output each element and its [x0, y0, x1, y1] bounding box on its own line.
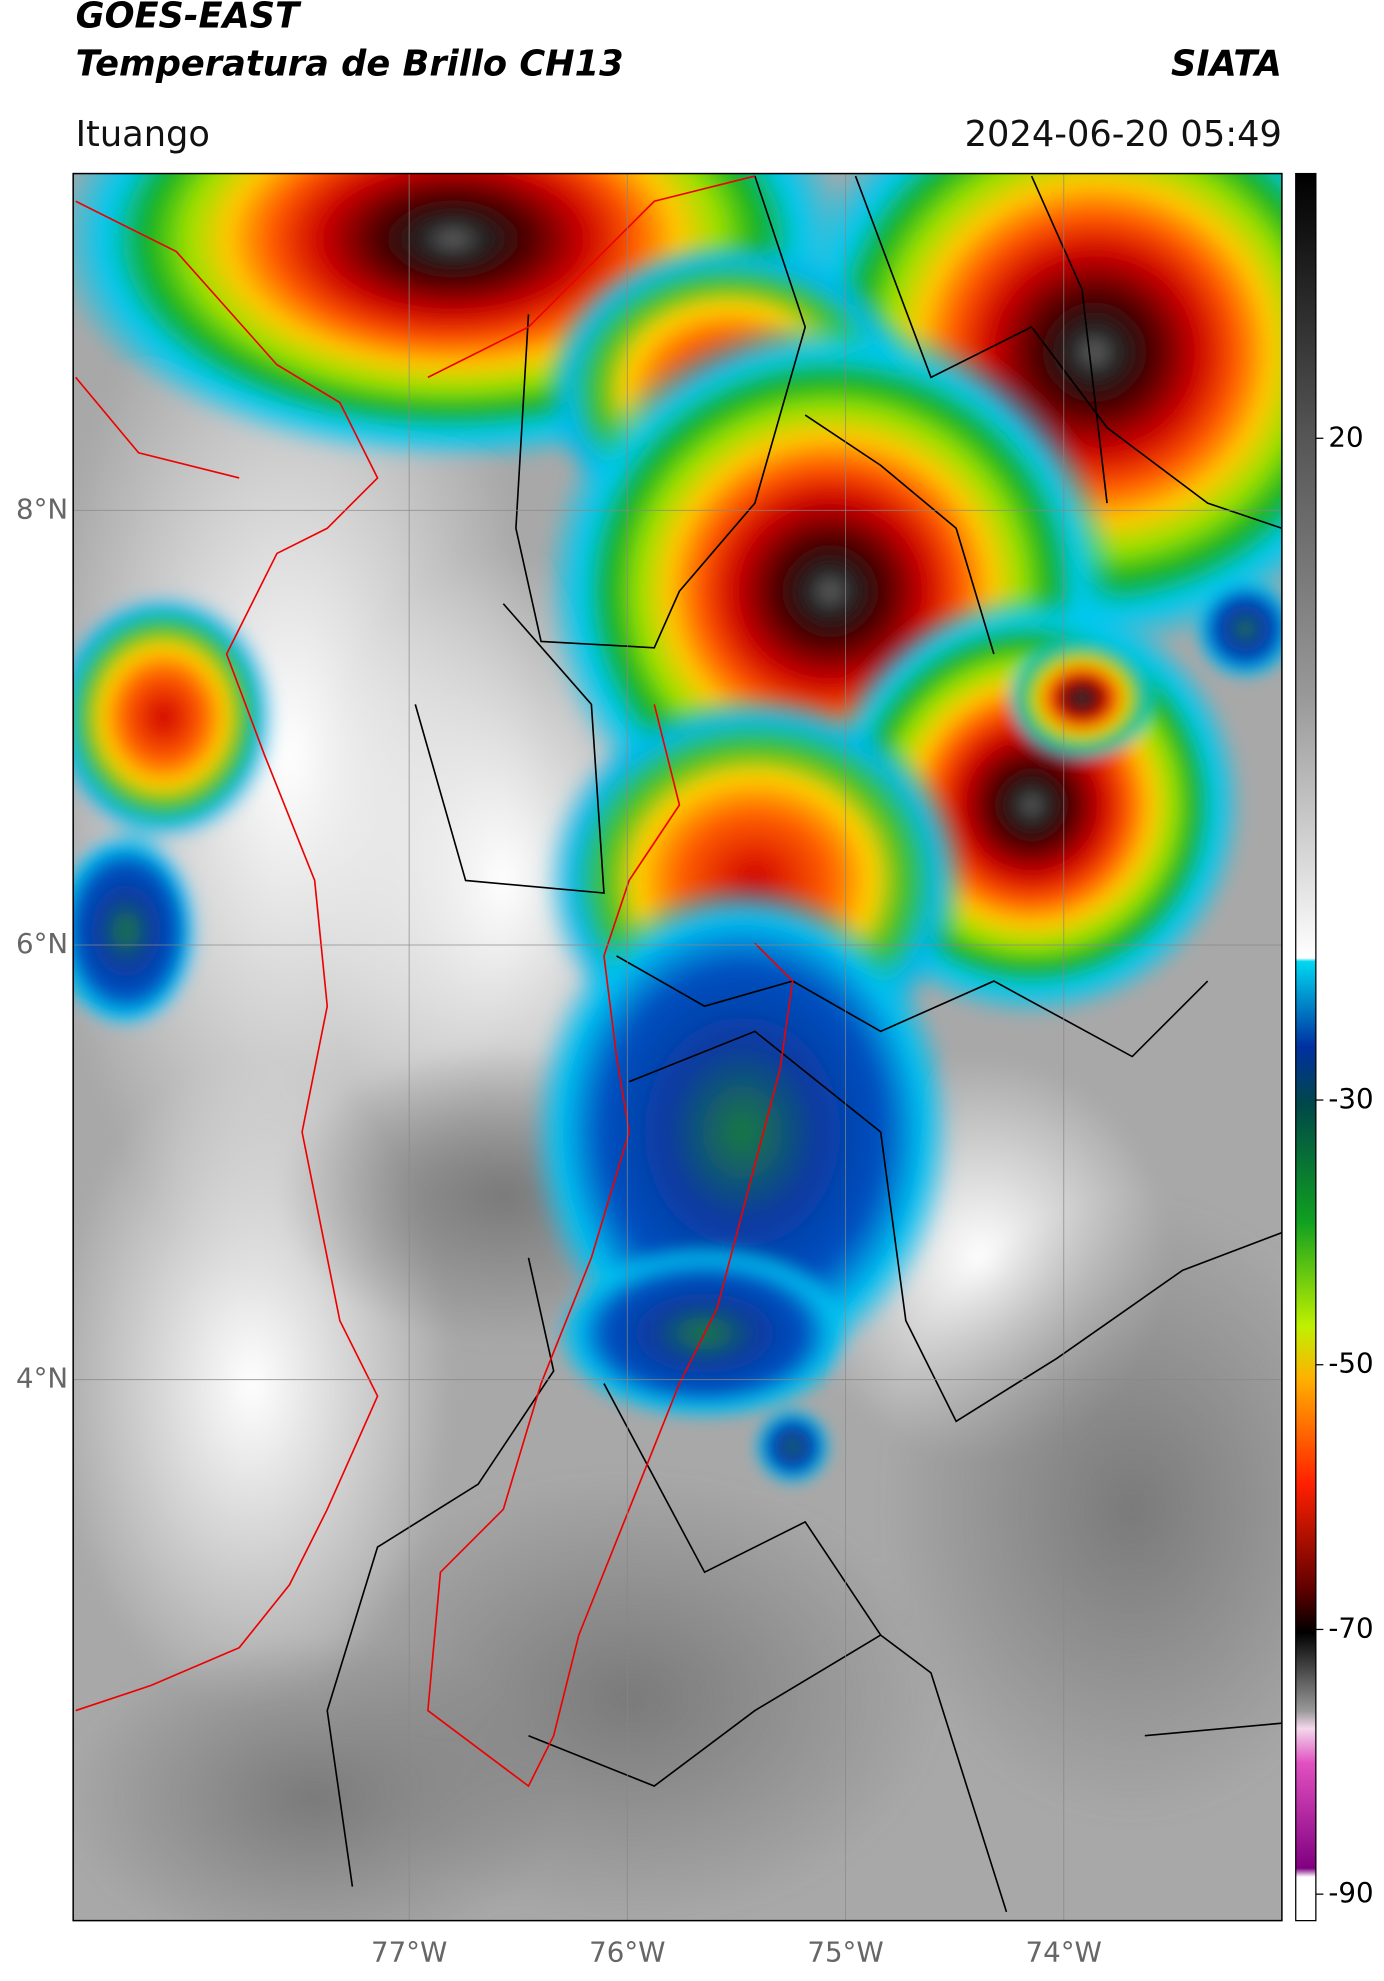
title-line1: GOES-EAST — [76, 0, 302, 37]
lat-tick-label: 4°N — [16, 1362, 68, 1395]
lon-tick-label: 77°W — [371, 1935, 447, 1968]
satellite-image — [73, 173, 1282, 1921]
lon-tick-label: 75°W — [807, 1935, 883, 1968]
colorbar-tick-label: -90 — [1328, 1876, 1373, 1909]
lat-tick-label: 8°N — [16, 492, 68, 525]
colorbar-tick-label: -70 — [1328, 1611, 1373, 1644]
location: Ituango — [76, 114, 210, 155]
colorbar-tick-label: 20 — [1328, 420, 1363, 453]
brand: SIATA — [1171, 43, 1282, 84]
graticule — [73, 173, 1282, 1921]
title-line2: Temperatura de Brillo CH13 — [76, 43, 624, 84]
lat-tick-label: 6°N — [16, 927, 68, 960]
colorbar-tick-label: -50 — [1328, 1347, 1373, 1380]
map-frame — [72, 172, 1283, 1922]
colorbar — [1295, 172, 1317, 1922]
lon-tick-label: 74°W — [1026, 1935, 1102, 1968]
lon-tick-label: 76°W — [589, 1935, 665, 1968]
colorbar-tick-label: -30 — [1328, 1082, 1373, 1115]
timestamp: 2024-06-20 05:49 — [965, 114, 1282, 155]
